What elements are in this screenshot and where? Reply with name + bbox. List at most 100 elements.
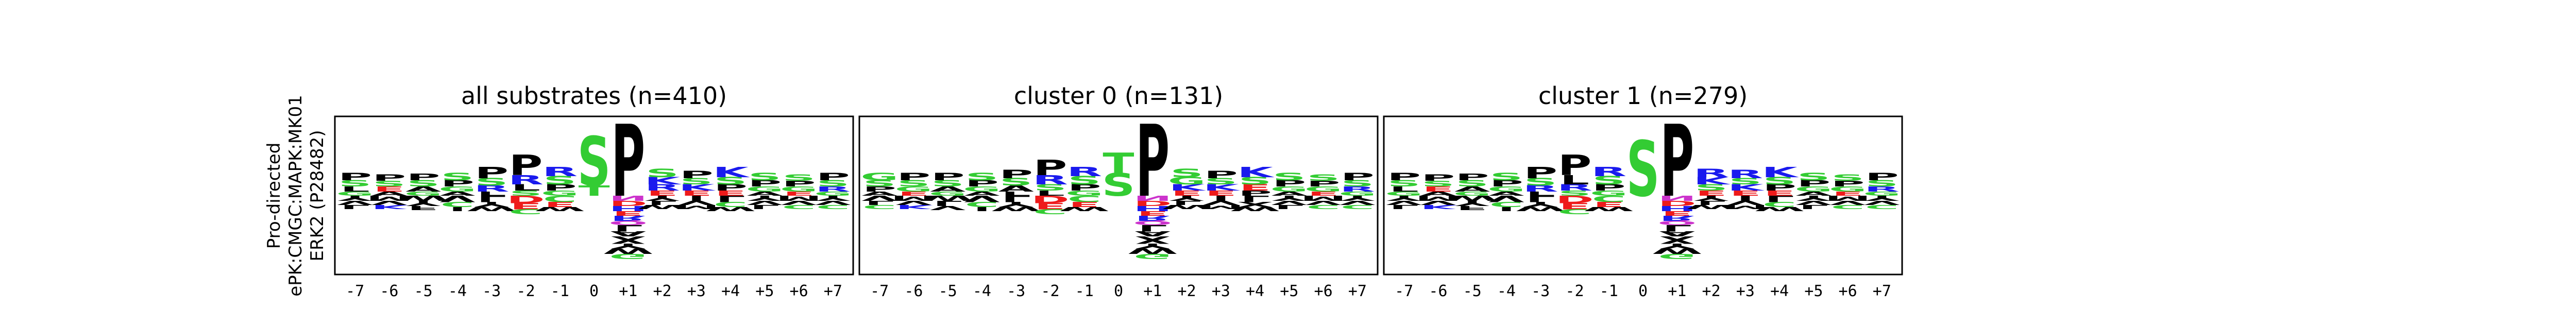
logo-letter-h-pos-p1-below: H [609,204,648,213]
logo-letter-p-pos-m7: P [862,185,896,193]
logo-letter-c-pos-m1-below: C [543,194,577,203]
x-tick-label: +4 [721,282,740,300]
x-tick-label: +4 [1246,282,1264,300]
logo-letter-p-pos-m7: P [1387,171,1421,183]
logo-letter-s-pos-p4: S [1239,176,1272,187]
logo-letter-w-pos-m3-below: W [466,205,517,212]
logo-letter-g-pos-m4: G [963,185,1001,193]
logo-letter-n-pos-p1-below: N [609,194,648,202]
logo-letter-i-pos-m4-below: I [973,205,990,212]
logo-letter-g-pos-p2: G [1168,176,1206,187]
logo-letter-r-pos-p1-below: R [611,214,646,222]
x-tick-label: -6 [380,282,398,300]
logo-letter-v-pos-p3-below: V [1203,199,1239,206]
x-tick-label: -2 [1565,282,1584,300]
logo-letter-p-pos-p4: P [1762,183,1797,193]
logo-letter-s-pos-m7: S [863,179,896,188]
logo-letter-s-pos-p2: S [1170,167,1204,180]
logo-letter-k-pos-p4: K [1237,164,1275,180]
logo-letter-a-pos-p5: A [1796,191,1832,197]
logo-letter-v-pos-p6-below: V [1306,199,1342,206]
logo-letter-d-pos-m2-below: D [1031,193,1069,204]
ylabel-line-2: ePK:CMGC:MAPK:MK01 [285,95,306,297]
logo-letter-l-pos-p2-below: L [648,199,677,206]
logo-letter-a-pos-p1-below: A [1135,229,1171,237]
x-tick-labels: -7 -6 -5 -4 -3 -2 -1 0 +1 +2 +3 +4 +5 +6 +7 [346,282,842,300]
logo-letter-x-pos-p4-below: X [1238,200,1273,209]
logo-letter-i-pos-p3-below: I [1737,194,1754,202]
logo-letter-a-pos-p5: A [1272,191,1308,197]
logo-letter-m-pos-m6-below: M [891,194,937,202]
logo-letter-l-pos-m3: L [1526,191,1555,197]
logo-letter-c-pos-p6-below: C [1307,203,1341,210]
x-tick-label: +1 [619,282,637,300]
logo-letter-p-pos-p6: P [1307,179,1341,188]
logo-letter-g-pos-p5: G [1795,185,1833,193]
logo-letter-w-pos-m3-below: W [991,205,1042,212]
logo-letter-k-pos-p4: K [1761,164,1799,180]
logo-letter-l-pos-m3: L [1002,191,1031,197]
x-tick-label: -6 [904,282,923,300]
logo-letter-e-pos-m1-below: E [1593,200,1624,209]
logo-letter-d-pos-m2-below: D [1555,193,1594,204]
logo-letter-q-pos-p1-below: Q [1133,219,1172,226]
logo-letter-r-pos-m3: R [1523,184,1558,194]
logo-letter-s-pos-p3: S [680,177,714,186]
logo-letter-m-pos-p3-below: M [673,203,719,210]
logo-letter-l-pos-p5-below: L [1275,203,1304,210]
logo-letter-w-pos-m1-below: W [1059,205,1110,212]
logo-letter-e-pos-m6: E [374,185,405,193]
logo-letter-r-pos-m1: R [1591,164,1626,179]
logo-letter-c-pos-p6-below: C [782,203,816,210]
panel-frame [334,115,854,276]
logo-letter-v-pos-m6-below: V [896,199,932,206]
logo-letter-p-pos-m3: P [1523,164,1557,182]
logo-letter-p-pos-m1: P [1592,183,1626,193]
logo-letter-v-pos-m5-below: V [930,204,966,211]
logo-letter-g-pos-m1: G [1065,189,1104,197]
x-tick-label: +1 [1143,282,1162,300]
logo-letter-e-pos-m2-below: E [510,201,541,211]
logo-letter-q-pos-p1-below: Q [1657,219,1697,226]
logo-letter-e-pos-p4: E [1764,189,1795,197]
logo-letter-e-pos-m1-below: E [544,200,575,209]
logo-letter-p-pos-m2: P [509,149,543,182]
logo-letter-p-pos-m5: P [1455,172,1489,182]
logo-letter-p-pos-m5: P [406,172,440,182]
logo-letter-p-pos-p6: P [1831,179,1865,188]
logo-letter-p-pos-p4: P [1238,189,1272,197]
logo-letter-e-pos-p2: E [1696,189,1727,197]
logo-letter-k-pos-m6-below: K [371,203,409,210]
logo-letter-c-pos-m4-below: C [1489,200,1523,209]
logo-letter-w-pos-p4-below: W [1230,205,1281,212]
logo-letter-a-pos-m5: A [1454,185,1490,193]
logo-letter-v-pos-m7-below: V [861,194,897,202]
logo-letter-s-pos-m4: S [441,171,474,183]
logo-letter-v-pos-p3-below: V [679,199,715,206]
logo-letter-c-pos-m7-below: C [862,203,896,210]
y-axis-label: Pro-directed ePK:CMGC:MAPK:MK01 ERK2 (P2… [264,95,328,297]
logo-letter-y-pos-p5-below: Y [1272,194,1307,202]
logo-letter-k-pos-p2: K [1693,176,1731,187]
logo-letter-e-pos-p3: E [1730,189,1761,197]
logo-letter-g-pos-m1: G [541,189,579,197]
logo-glyphs: GLSPYVLAESPMVKGASPWYFAGPSVCILRSPLYWSRLPD… [1385,105,1901,260]
logo-letter-y-pos-m5-below: Y [1455,199,1490,208]
logo-letter-e-pos-m2-below: E [1559,201,1590,211]
logo-letter-g-pos-p6: G [780,185,818,193]
logo-letter-l-pos-m3-below: L [477,194,506,203]
x-tick-label: 0 [1114,282,1123,300]
logo-letter-r-pos-m2: R [508,173,544,187]
logo-letter-w-pos-p1-below: W [603,247,654,255]
logo-letter-s-pos-m3: S [475,177,509,188]
logo-letter-c-pos-p4-below: C [1762,200,1797,209]
logo-letter-y-pos-m3-below: Y [1523,200,1558,209]
logo-letter-e-pos-p3: E [1205,189,1236,197]
logo-letter-c-pos-p6-below: C [1831,203,1865,210]
ylabel-line-1: Pro-directed [264,143,284,249]
x-tick-label: -2 [516,282,535,300]
logo-letter-y-pos-m7-below: Y [1386,194,1422,202]
logo-letter-s-pos-m2: S [509,189,543,197]
logo-letter-e-pos-p1-below: E [613,210,644,217]
